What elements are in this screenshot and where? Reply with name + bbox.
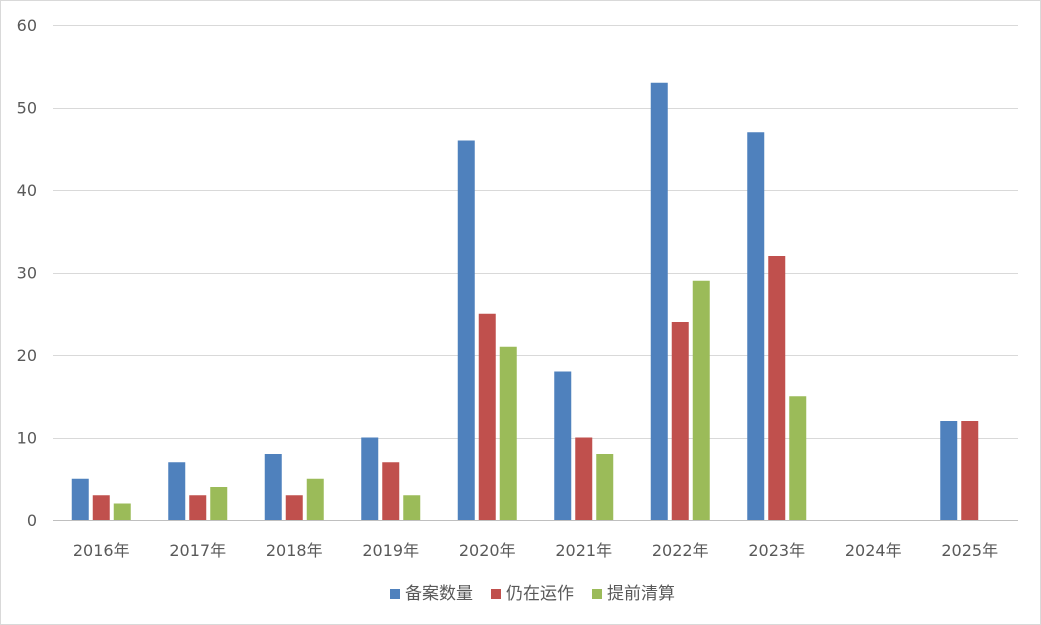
axes: 0 10 20 30 40 50 60 2016年 2017年 2018年 2019年 2020年 20…	[17, 16, 998, 560]
x-tick-label: 2020年	[459, 541, 516, 560]
bar	[768, 256, 786, 520]
legend-swatch	[592, 589, 602, 599]
legend-swatch	[390, 589, 400, 599]
bar	[554, 371, 572, 520]
bar	[789, 396, 807, 520]
x-tick-label: 2019年	[362, 541, 419, 560]
y-tick-label: 0	[27, 511, 37, 530]
legend-item: 备案数量	[390, 584, 473, 604]
x-tick-label: 2025年	[941, 541, 998, 560]
legend-item: 提前清算	[592, 584, 675, 604]
bar	[650, 82, 668, 520]
legend-swatch	[491, 589, 501, 599]
bar	[71, 478, 89, 520]
legend-label: 备案数量	[405, 584, 473, 604]
legend-item: 仍在运作	[491, 584, 574, 604]
bar	[113, 503, 131, 520]
bar	[189, 495, 207, 520]
bar	[940, 421, 958, 520]
bar	[285, 495, 303, 520]
x-tick-label: 2016年	[73, 541, 130, 560]
legend-label: 提前清算	[607, 584, 675, 604]
bar	[671, 322, 689, 520]
bar	[264, 454, 282, 520]
bar	[478, 313, 496, 520]
bar	[92, 495, 110, 520]
y-tick-label: 30	[17, 264, 37, 283]
bar	[596, 454, 614, 520]
bars	[71, 82, 979, 520]
bar	[403, 495, 421, 520]
y-tick-label: 40	[17, 181, 37, 200]
x-tick-label: 2018年	[266, 541, 323, 560]
legend: 备案数量 仍在运作 提前清算	[390, 584, 675, 604]
legend-label: 仍在运作	[506, 584, 574, 604]
bar	[499, 346, 517, 520]
bar	[575, 437, 593, 520]
bar	[382, 462, 400, 520]
bar	[361, 437, 379, 520]
x-tick-label: 2024年	[845, 541, 902, 560]
x-tick-label: 2017年	[169, 541, 226, 560]
y-tick-label: 20	[17, 346, 37, 365]
gridlines	[53, 25, 1018, 521]
bar	[168, 462, 186, 520]
bar	[692, 280, 710, 520]
x-tick-label: 2023年	[748, 541, 805, 560]
x-tick-label: 2021年	[555, 541, 612, 560]
bar	[747, 132, 765, 520]
y-tick-label: 60	[17, 16, 37, 35]
bar	[961, 421, 979, 520]
x-tick-label: 2022年	[652, 541, 709, 560]
bar	[306, 478, 324, 520]
bar	[210, 487, 228, 520]
y-tick-label: 10	[17, 429, 37, 448]
y-tick-label: 50	[17, 99, 37, 118]
bar	[457, 140, 475, 520]
